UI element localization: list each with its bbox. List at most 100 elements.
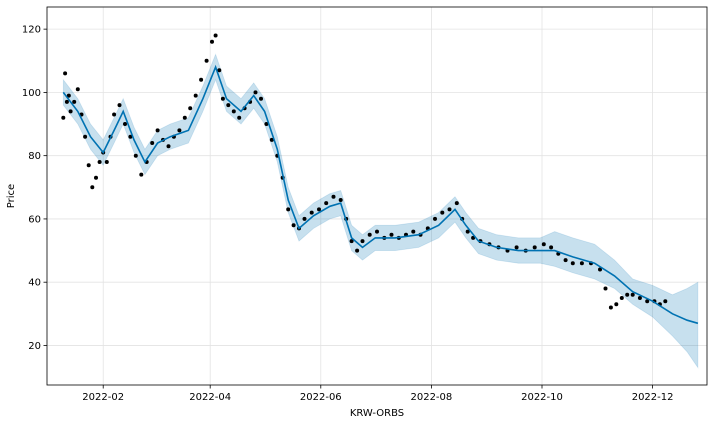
y-tick-label: 120	[22, 25, 41, 36]
observed-point	[349, 239, 354, 244]
observed-point	[139, 172, 144, 177]
x-tick-label: 2022-10	[521, 392, 563, 403]
y-tick-label: 40	[28, 278, 41, 289]
x-axis-ticks: 2022-02 2022-04 2022-06 2022-08 2022-10 2022-…	[82, 385, 674, 403]
observed-point	[133, 153, 138, 158]
observed-point	[94, 175, 98, 180]
observed-point	[338, 198, 343, 202]
uncertainty-interval-layer	[62, 53, 699, 369]
x-tick-label: 2022-12	[632, 392, 674, 403]
observed-point	[331, 194, 336, 199]
observed-point	[68, 109, 73, 114]
observed-point	[128, 134, 133, 139]
observed-point	[86, 163, 91, 168]
x-tick-label: 2022-04	[189, 392, 231, 403]
observed-point	[563, 258, 568, 263]
observed-point	[182, 115, 187, 120]
x-tick-label: 2022-08	[410, 392, 452, 403]
observed-point	[104, 160, 109, 164]
observed-point	[226, 103, 231, 108]
observed-point	[603, 286, 608, 291]
observed-point	[166, 144, 171, 149]
observed-point	[210, 39, 214, 44]
observed-point	[220, 96, 225, 101]
observed-point	[177, 128, 182, 133]
observed-point	[608, 305, 613, 310]
observed-point	[367, 232, 372, 237]
observed-point	[286, 207, 291, 212]
grid-lines	[47, 7, 707, 385]
observed-point	[433, 216, 437, 221]
observed-point	[465, 229, 470, 234]
observed-point	[625, 292, 630, 297]
observed-point	[253, 90, 258, 95]
forecast-line-layer	[62, 64, 699, 325]
observed-point	[237, 115, 242, 120]
observed-point	[355, 248, 360, 253]
observed-point	[269, 137, 274, 142]
observed-point	[199, 77, 204, 82]
observed-point	[64, 99, 69, 104]
y-tick-label: 100	[22, 88, 41, 99]
x-tick-label: 2022-02	[82, 392, 124, 403]
observed-point	[411, 229, 416, 234]
observed-point	[63, 71, 68, 76]
observed-point	[317, 207, 321, 212]
observed-point	[440, 210, 445, 215]
observed-point	[598, 267, 602, 272]
observed-point	[309, 210, 314, 215]
observed-point	[259, 96, 263, 101]
y-tick-label: 60	[28, 214, 41, 225]
observed-point	[97, 160, 102, 164]
observed-point	[66, 93, 71, 98]
observed-point	[61, 115, 66, 120]
observed-point	[193, 93, 198, 98]
observed-point	[264, 122, 269, 126]
observed-point	[614, 302, 619, 307]
observed-point	[217, 68, 222, 73]
observed-point	[447, 207, 452, 212]
observed-point	[630, 292, 635, 297]
observed-point	[541, 242, 546, 247]
observed-point	[155, 128, 160, 133]
observed-point	[112, 112, 117, 117]
observed-point	[72, 99, 77, 104]
observed-point	[204, 58, 209, 63]
observed-point	[302, 216, 307, 221]
uncertainty-band	[62, 53, 699, 369]
x-tick-label: 2022-06	[300, 392, 342, 403]
observed-point	[549, 245, 554, 250]
observed-point	[83, 134, 88, 139]
y-axis-label: Price	[6, 184, 17, 208]
y-axis-ticks: 20 40 60 80 100 120	[22, 25, 47, 352]
observed-point	[637, 296, 642, 300]
observed-point	[231, 109, 236, 114]
observed-point	[324, 201, 329, 206]
observed-point	[375, 229, 379, 234]
observed-point	[75, 87, 80, 92]
forecast-line	[62, 64, 699, 325]
y-tick-label: 80	[28, 151, 41, 162]
observed-point	[291, 223, 296, 228]
observed-point	[90, 185, 95, 190]
observed-point	[117, 103, 122, 108]
observed-point	[213, 33, 218, 38]
observed-point	[663, 299, 668, 304]
observed-point	[514, 245, 519, 250]
observed-point	[123, 122, 127, 126]
observed-point	[570, 261, 575, 266]
observed-point	[532, 245, 537, 250]
y-tick-label: 20	[28, 341, 41, 352]
observed-point	[619, 296, 624, 300]
observed-point	[389, 232, 394, 237]
x-axis-label: KRW-ORBS	[350, 408, 404, 419]
observed-point	[579, 261, 584, 266]
observed-point	[150, 141, 155, 145]
plot-frame	[46, 6, 708, 386]
observed-point	[454, 201, 459, 206]
observed-point	[360, 239, 365, 244]
observed-point	[188, 106, 193, 111]
observed-point	[645, 299, 650, 304]
